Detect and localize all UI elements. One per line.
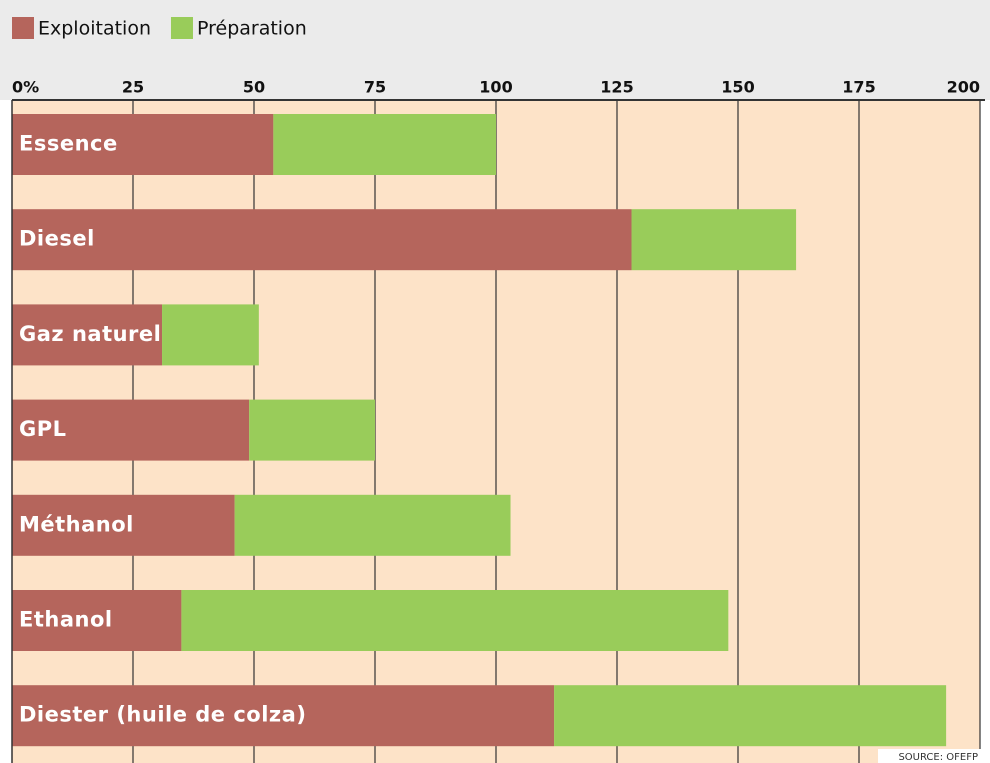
source: SOURCE: OFEFP — [898, 752, 978, 763]
category-label: Ethanol — [19, 608, 113, 632]
x-tick-label: 50 — [243, 78, 265, 97]
bar-segment — [631, 209, 797, 271]
bar-segment — [12, 114, 274, 175]
bar-segment — [273, 114, 496, 175]
x-tick-label: 100 — [479, 78, 512, 97]
x-tick-label: 25 — [122, 78, 144, 97]
bar-segment — [162, 304, 259, 366]
x-tick-label: 0% — [12, 78, 39, 97]
source-background — [878, 749, 982, 763]
category-label: Gaz naturel — [19, 322, 161, 346]
legend-swatch — [170, 17, 193, 39]
bar-segment — [12, 590, 182, 651]
category-label: Diester (huile de colza) — [19, 703, 306, 727]
header-background — [0, 0, 990, 100]
x-tick-label: 200 — [947, 78, 980, 97]
x-tick-label: 150 — [721, 78, 754, 97]
bar-segment — [12, 685, 555, 747]
bar-segment — [12, 304, 163, 366]
legend-label: Exploitation — [38, 18, 151, 40]
x-tick-label: 75 — [364, 78, 386, 97]
bar-segment — [12, 494, 235, 556]
x-tick-label: 125 — [600, 78, 633, 97]
bar-segment — [12, 209, 632, 271]
bar-segment — [181, 590, 729, 651]
legend-swatch — [12, 17, 34, 39]
bar-segment — [234, 494, 511, 556]
category-label: GPL — [19, 417, 67, 441]
bar-segment — [249, 399, 375, 461]
category-label: Méthanol — [19, 512, 134, 536]
category-label: Essence — [19, 132, 118, 156]
bar-segment — [554, 685, 947, 747]
category-label: Diesel — [19, 227, 95, 251]
bar-segment — [12, 399, 250, 461]
x-tick-label: 175 — [842, 78, 875, 97]
legend-label: Préparation — [197, 18, 307, 40]
